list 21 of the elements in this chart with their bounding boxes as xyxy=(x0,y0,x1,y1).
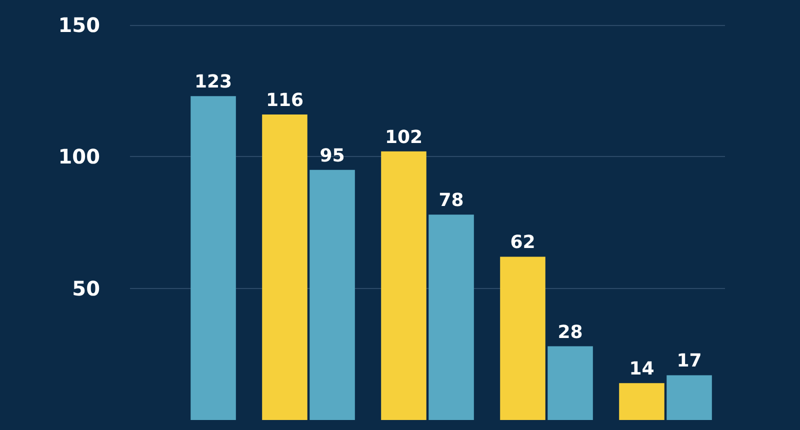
bar xyxy=(428,214,474,420)
bar xyxy=(310,170,355,420)
y-tick-label: 150 xyxy=(58,13,100,37)
data-label: 14 xyxy=(629,358,654,380)
data-label: 17 xyxy=(676,350,702,372)
data-label: 95 xyxy=(320,145,345,166)
bar xyxy=(548,346,593,420)
bar xyxy=(619,383,664,420)
data-label: 102 xyxy=(384,126,423,148)
bar xyxy=(190,96,236,420)
y-tick-label: 100 xyxy=(58,144,100,169)
data-label: 78 xyxy=(438,190,464,212)
data-label: 62 xyxy=(510,232,536,254)
data-label: 116 xyxy=(266,90,304,112)
data-label: 28 xyxy=(558,322,583,343)
y-tick-label: 50 xyxy=(72,276,100,300)
bar xyxy=(381,151,426,420)
data-label: 123 xyxy=(194,72,232,93)
bar xyxy=(666,375,712,420)
bar xyxy=(500,256,546,420)
bar xyxy=(262,114,308,420)
